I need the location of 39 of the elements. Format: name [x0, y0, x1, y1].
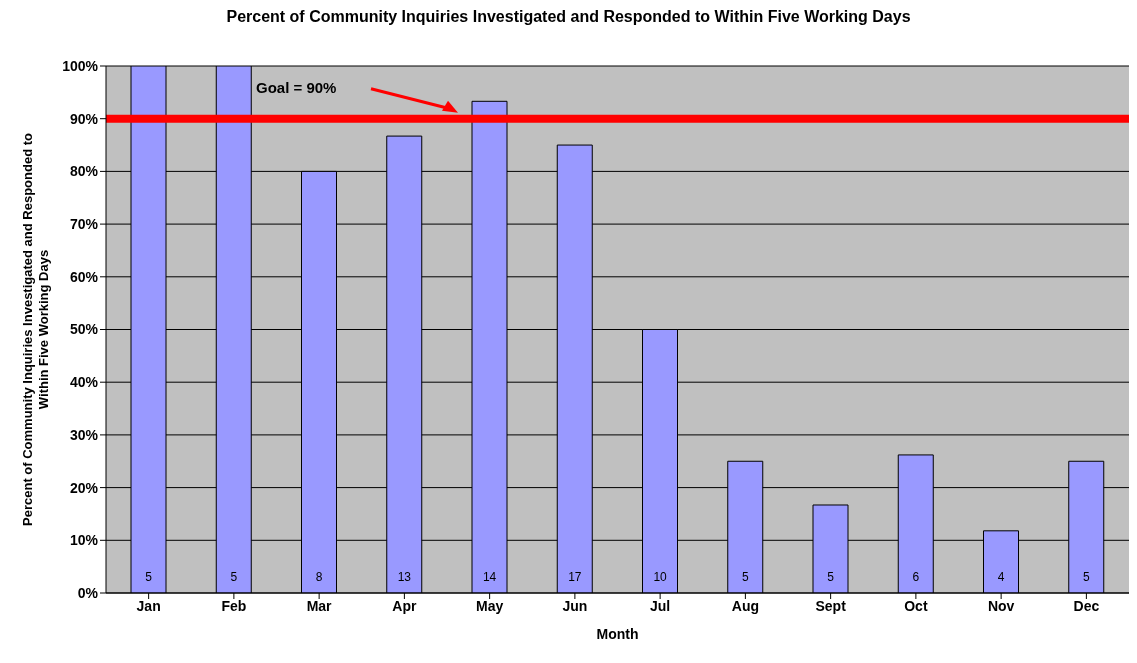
annotation: 5	[742, 570, 750, 585]
x-tick-label: Jun	[562, 597, 588, 614]
annotation: 8	[315, 570, 323, 585]
y-tick-label: 70%	[69, 216, 99, 233]
annotation: 5	[145, 570, 153, 585]
y-tick-label: 20%	[69, 479, 99, 496]
y-tick-label: 80%	[69, 163, 99, 180]
x-axis-title: Month	[596, 626, 639, 642]
x-tick-label: May	[476, 597, 504, 614]
x-tick-label: Jan	[136, 597, 161, 614]
x-tick-label: Mar	[306, 597, 333, 614]
annotation: 5	[1083, 570, 1091, 585]
annotation: 4	[997, 570, 1005, 585]
annotation: 14	[482, 570, 497, 585]
x-tick-label: Oct	[904, 597, 928, 614]
chart-title: Percent of Community Inquiries Investigated and Responded to Within Five Working Days	[225, 8, 912, 27]
y-tick-label: 10%	[69, 532, 99, 549]
y-tick-label: 30%	[69, 426, 99, 443]
x-tick-label: Aug	[731, 597, 759, 614]
x-tick-label: Nov	[987, 597, 1015, 614]
x-tick-label: Apr	[392, 597, 417, 614]
y-tick-label: 50%	[69, 321, 99, 338]
x-tick-label: Jul	[650, 597, 671, 614]
y-tick-label: 60%	[69, 268, 99, 285]
annotation: 17	[568, 570, 582, 585]
x-tick-label: Dec	[1073, 597, 1100, 614]
y-tick-label: 90%	[69, 110, 99, 127]
y-tick-label: 40%	[69, 374, 99, 391]
y-tick-label: 0%	[77, 584, 99, 601]
annotation: 5	[827, 570, 835, 585]
annotation: 5	[230, 570, 238, 585]
y-axis-title: Percent of Community Inquiries Investigated and Responded to Within Five Working Days	[20, 132, 51, 526]
y-tick-label: 100%	[62, 57, 99, 74]
ref-line-label: Goal = 90%	[256, 78, 337, 96]
annotation: 13	[397, 570, 412, 585]
x-tick-label: Sept	[815, 597, 847, 614]
x-tick-label: Feb	[221, 597, 247, 614]
annotation: 6	[912, 570, 920, 585]
annotation: 10	[653, 570, 668, 585]
